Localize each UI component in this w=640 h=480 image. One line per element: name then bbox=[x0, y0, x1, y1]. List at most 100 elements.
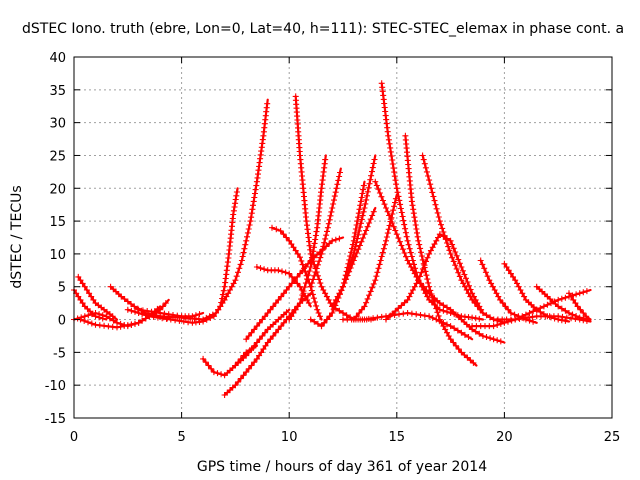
data-point bbox=[358, 306, 365, 313]
data-point bbox=[447, 250, 454, 257]
data-point bbox=[370, 315, 377, 322]
data-point bbox=[489, 283, 496, 290]
data-point bbox=[458, 264, 465, 270]
data-point bbox=[251, 194, 258, 201]
data-point bbox=[416, 241, 423, 248]
series-22 bbox=[372, 178, 506, 345]
data-point bbox=[248, 329, 255, 336]
data-point bbox=[431, 241, 438, 248]
data-point bbox=[270, 303, 277, 310]
data-point bbox=[408, 198, 415, 205]
data-point bbox=[361, 303, 368, 310]
data-point bbox=[124, 306, 131, 313]
data-point bbox=[305, 230, 311, 237]
data-point bbox=[357, 198, 364, 205]
data-point bbox=[286, 237, 293, 244]
data-point bbox=[415, 277, 422, 284]
y-tick-label: -5 bbox=[53, 346, 66, 361]
data-point bbox=[383, 234, 390, 240]
data-point bbox=[343, 276, 350, 283]
data-point bbox=[322, 235, 329, 242]
data-point bbox=[270, 333, 277, 339]
data-point bbox=[580, 317, 587, 324]
data-point bbox=[367, 176, 374, 183]
data-point bbox=[377, 257, 384, 264]
data-point bbox=[121, 322, 128, 329]
data-point bbox=[568, 315, 575, 322]
data-point bbox=[494, 322, 501, 328]
data-point bbox=[397, 205, 404, 212]
data-point bbox=[217, 303, 224, 310]
data-point bbox=[366, 292, 373, 299]
data-point bbox=[521, 293, 528, 300]
x-tick-label: 10 bbox=[281, 430, 298, 445]
data-point bbox=[355, 246, 362, 253]
data-point bbox=[336, 173, 343, 180]
data-point bbox=[469, 290, 476, 297]
data-point bbox=[525, 314, 532, 321]
data-point bbox=[365, 184, 372, 191]
data-point bbox=[135, 310, 142, 316]
series-7 bbox=[157, 98, 271, 323]
data-point bbox=[319, 181, 325, 188]
data-point bbox=[478, 306, 485, 313]
data-point bbox=[241, 245, 248, 252]
data-point bbox=[411, 270, 418, 277]
data-point bbox=[283, 309, 290, 316]
data-point bbox=[253, 355, 260, 362]
data-point bbox=[309, 252, 316, 259]
data-point bbox=[369, 164, 376, 171]
data-point bbox=[464, 354, 471, 361]
data-point bbox=[301, 265, 307, 272]
data-point bbox=[264, 339, 271, 346]
data-point bbox=[452, 262, 459, 269]
data-point bbox=[304, 296, 311, 303]
data-point bbox=[406, 293, 413, 300]
data-point bbox=[479, 333, 486, 339]
data-point bbox=[425, 173, 431, 179]
data-point bbox=[356, 206, 363, 213]
data-point bbox=[364, 188, 371, 195]
data-point bbox=[316, 276, 323, 283]
data-point bbox=[411, 261, 417, 268]
data-point bbox=[306, 268, 313, 274]
data-point bbox=[323, 232, 330, 239]
data-point bbox=[393, 231, 400, 238]
data-point bbox=[389, 220, 396, 226]
data-point bbox=[310, 276, 317, 283]
data-point bbox=[433, 305, 440, 312]
data-point bbox=[255, 167, 262, 174]
data-point bbox=[369, 284, 376, 291]
data-point bbox=[474, 300, 481, 307]
series-line bbox=[404, 134, 478, 367]
data-point bbox=[358, 194, 365, 201]
data-point bbox=[253, 182, 260, 189]
data-point bbox=[512, 277, 519, 284]
data-point bbox=[464, 279, 471, 285]
data-point bbox=[353, 222, 360, 228]
data-point bbox=[574, 303, 581, 310]
data-point bbox=[429, 244, 436, 251]
data-point bbox=[90, 296, 97, 303]
data-point bbox=[540, 303, 547, 310]
data-point bbox=[245, 365, 252, 372]
data-point bbox=[312, 299, 318, 305]
data-point bbox=[259, 316, 266, 323]
data-point bbox=[294, 250, 301, 257]
data-point bbox=[426, 250, 433, 257]
data-point bbox=[320, 287, 327, 293]
data-point bbox=[283, 234, 290, 241]
data-point bbox=[570, 296, 577, 303]
data-point bbox=[213, 310, 219, 316]
data-point bbox=[267, 306, 274, 313]
data-point bbox=[253, 178, 260, 185]
data-point bbox=[253, 323, 260, 330]
y-axis-label: dSTEC / TECUs bbox=[9, 185, 25, 288]
data-point bbox=[306, 242, 313, 249]
data-point bbox=[406, 260, 413, 267]
data-point bbox=[299, 261, 306, 268]
data-point bbox=[252, 186, 259, 193]
data-point bbox=[391, 203, 398, 210]
data-point bbox=[349, 261, 356, 268]
data-point bbox=[139, 307, 146, 314]
